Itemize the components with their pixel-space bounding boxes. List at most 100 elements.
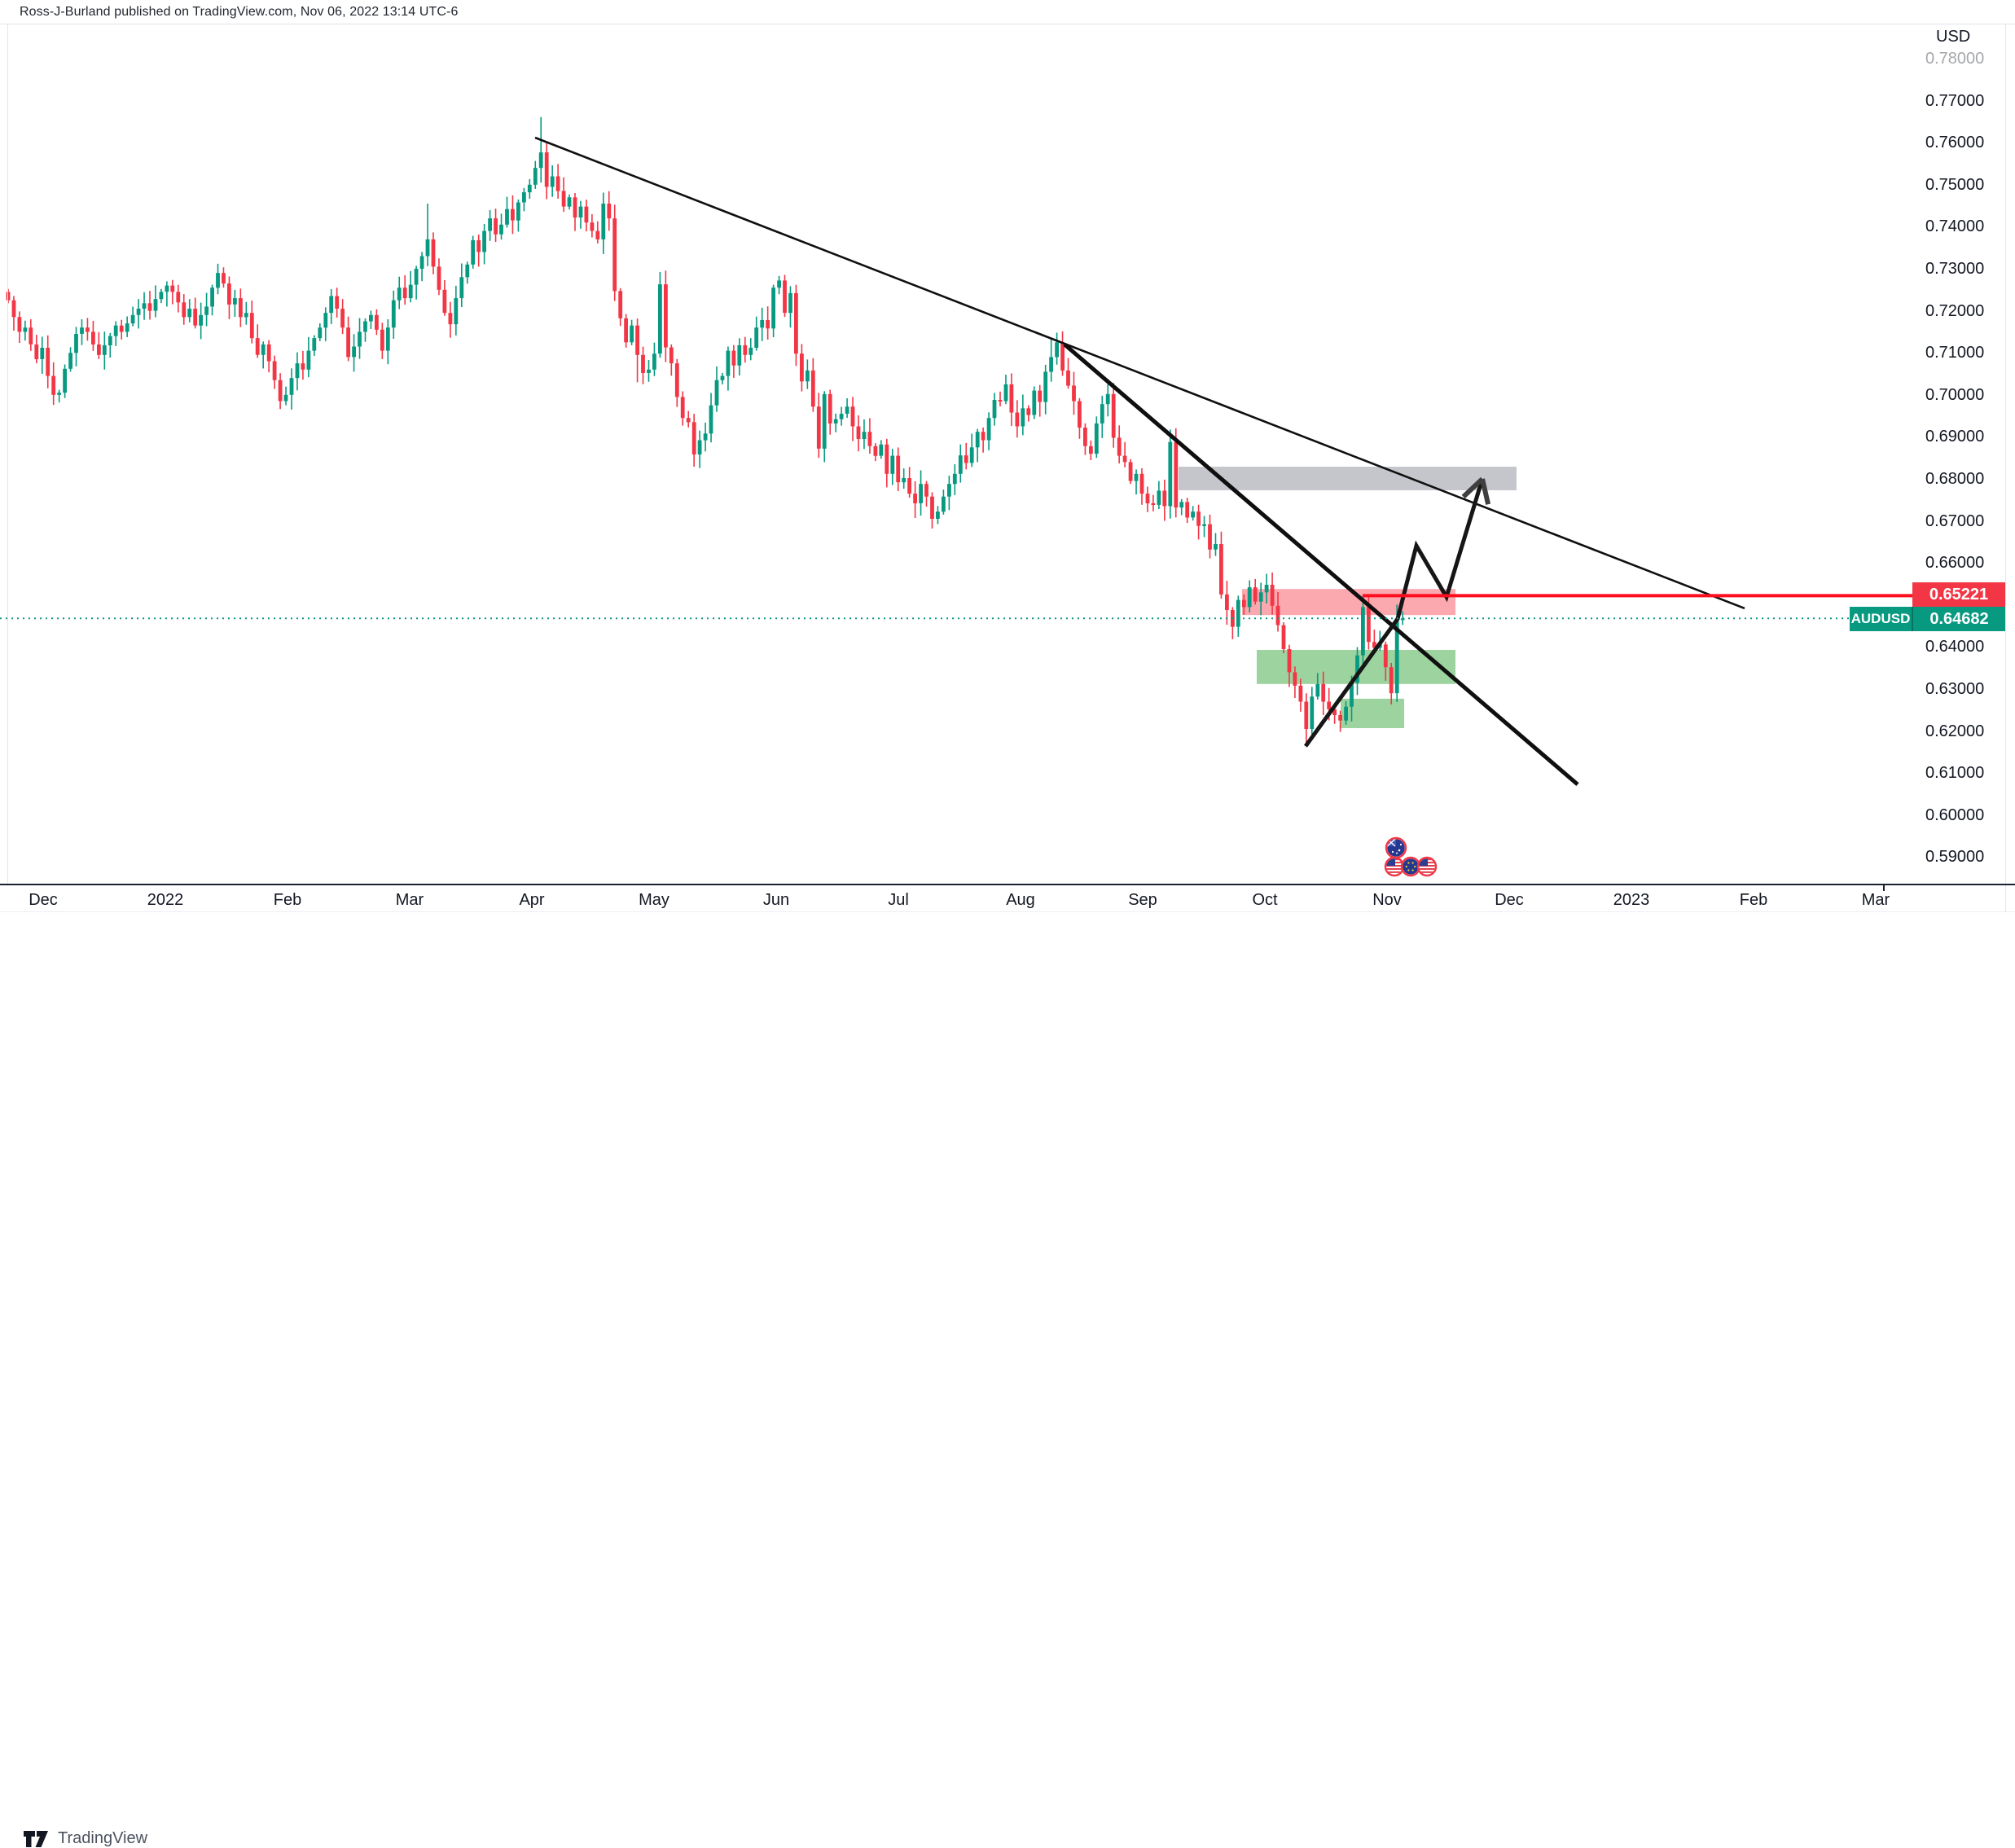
candle-body — [810, 370, 815, 407]
candle-body — [1072, 385, 1076, 402]
candle-body — [691, 422, 696, 454]
candle-body — [465, 264, 470, 278]
price-axis-label: 0.71000 — [1925, 344, 1985, 362]
candle-body — [1191, 511, 1195, 518]
candle-body — [1270, 585, 1275, 606]
chart-right-border — [2005, 24, 2006, 911]
candle-body — [425, 239, 430, 257]
candle-body — [850, 406, 855, 427]
candle-body — [964, 455, 968, 463]
price-axis-label: 0.78000 — [1925, 50, 1985, 68]
candle-body — [527, 184, 532, 193]
trendline-major[interactable] — [534, 136, 1745, 610]
candle-body — [23, 327, 28, 332]
candle-body — [1287, 649, 1292, 673]
candle-body — [289, 378, 294, 395]
candle-body — [1032, 390, 1037, 415]
candle-body — [867, 432, 872, 446]
candle-body — [1304, 701, 1309, 729]
tradingview-logo[interactable]: TradingView — [23, 1829, 147, 1848]
candle-body — [913, 494, 917, 503]
trendline-steep[interactable] — [1063, 342, 1579, 787]
candle-body — [46, 348, 50, 376]
candle-body — [363, 321, 367, 332]
candle-body — [1350, 683, 1354, 707]
candle-body — [607, 204, 612, 219]
candle-body — [936, 511, 940, 519]
candle-body — [833, 419, 838, 424]
candle-body — [794, 292, 798, 354]
candle-body — [555, 176, 560, 191]
candle-body — [595, 230, 600, 239]
candle-body — [1344, 706, 1348, 721]
candle-body — [1281, 625, 1286, 649]
candle-body — [295, 363, 300, 379]
candle-body — [550, 176, 555, 187]
candle-body — [697, 440, 702, 454]
candle-body — [199, 314, 203, 326]
candle-body — [323, 313, 328, 328]
candle-body — [748, 348, 753, 355]
candle-body — [414, 269, 419, 285]
candle-body — [947, 484, 951, 497]
au-flag-icon[interactable] — [1385, 836, 1407, 859]
candle-body — [726, 350, 731, 376]
candle-body — [6, 292, 11, 301]
candle-body — [499, 224, 503, 235]
candle-body — [266, 344, 271, 362]
last-price-label[interactable]: AUDUSD 0.64682 — [1850, 607, 2005, 631]
candle-body — [981, 432, 986, 441]
candle-body — [402, 288, 407, 299]
candle-body — [800, 353, 804, 382]
us-flag-icon[interactable] — [1416, 856, 1438, 877]
time-axis-label: Jul — [888, 891, 909, 909]
candle-body — [896, 455, 901, 483]
time-axis-label: Nov — [1372, 891, 1402, 909]
candle-body — [1111, 393, 1116, 438]
candle-body — [1293, 672, 1297, 686]
candle-body — [165, 285, 169, 292]
candle-body — [601, 204, 606, 239]
candle-body — [1214, 544, 1218, 550]
candle-body — [1361, 607, 1365, 656]
candle-body — [612, 218, 617, 292]
candle-body — [340, 309, 345, 328]
candle-body — [709, 405, 713, 434]
candle-body — [1100, 404, 1104, 424]
candle-body — [680, 397, 685, 419]
candle-body — [618, 291, 623, 318]
time-axis-label: Aug — [1006, 891, 1035, 909]
us-flag-icon[interactable] — [1384, 856, 1405, 877]
candle-body — [1367, 607, 1371, 643]
candle-body — [437, 266, 441, 290]
candle-body — [1049, 357, 1053, 372]
alert-price-label[interactable]: 0.65221 — [1912, 582, 2005, 607]
time-axis-label: Sep — [1128, 891, 1157, 909]
time-axis-label: Apr — [519, 891, 545, 909]
candle-body — [471, 239, 476, 265]
candle-body — [1134, 473, 1139, 481]
candle-body — [674, 363, 679, 397]
supply-zone-gray[interactable] — [1179, 467, 1517, 490]
candle-body — [1083, 428, 1087, 446]
candle-body — [703, 433, 708, 441]
time-axis-label: Feb — [1739, 891, 1768, 909]
candle-body — [714, 380, 719, 406]
candle-body — [924, 484, 928, 497]
candle-body — [476, 239, 481, 252]
price-axis-label: 0.73000 — [1925, 260, 1985, 278]
price-axis-label: 0.77000 — [1925, 91, 1985, 110]
time-axis-label: 2022 — [147, 891, 184, 909]
price-axis-label: 0.74000 — [1925, 217, 1985, 236]
candle-body — [777, 280, 781, 288]
candle-body — [737, 345, 742, 366]
candle-body — [828, 393, 832, 424]
candle-body — [193, 309, 198, 326]
candle-body — [1247, 587, 1252, 608]
price-axis-label: 0.72000 — [1925, 301, 1985, 320]
eu-flag-icon[interactable] — [1400, 856, 1421, 877]
projection-path[interactable] — [1303, 478, 1485, 748]
time-axis-label: May — [639, 891, 669, 909]
last-price-value: 0.64682 — [1929, 609, 1989, 628]
time-axis-label: Jun — [762, 891, 790, 909]
